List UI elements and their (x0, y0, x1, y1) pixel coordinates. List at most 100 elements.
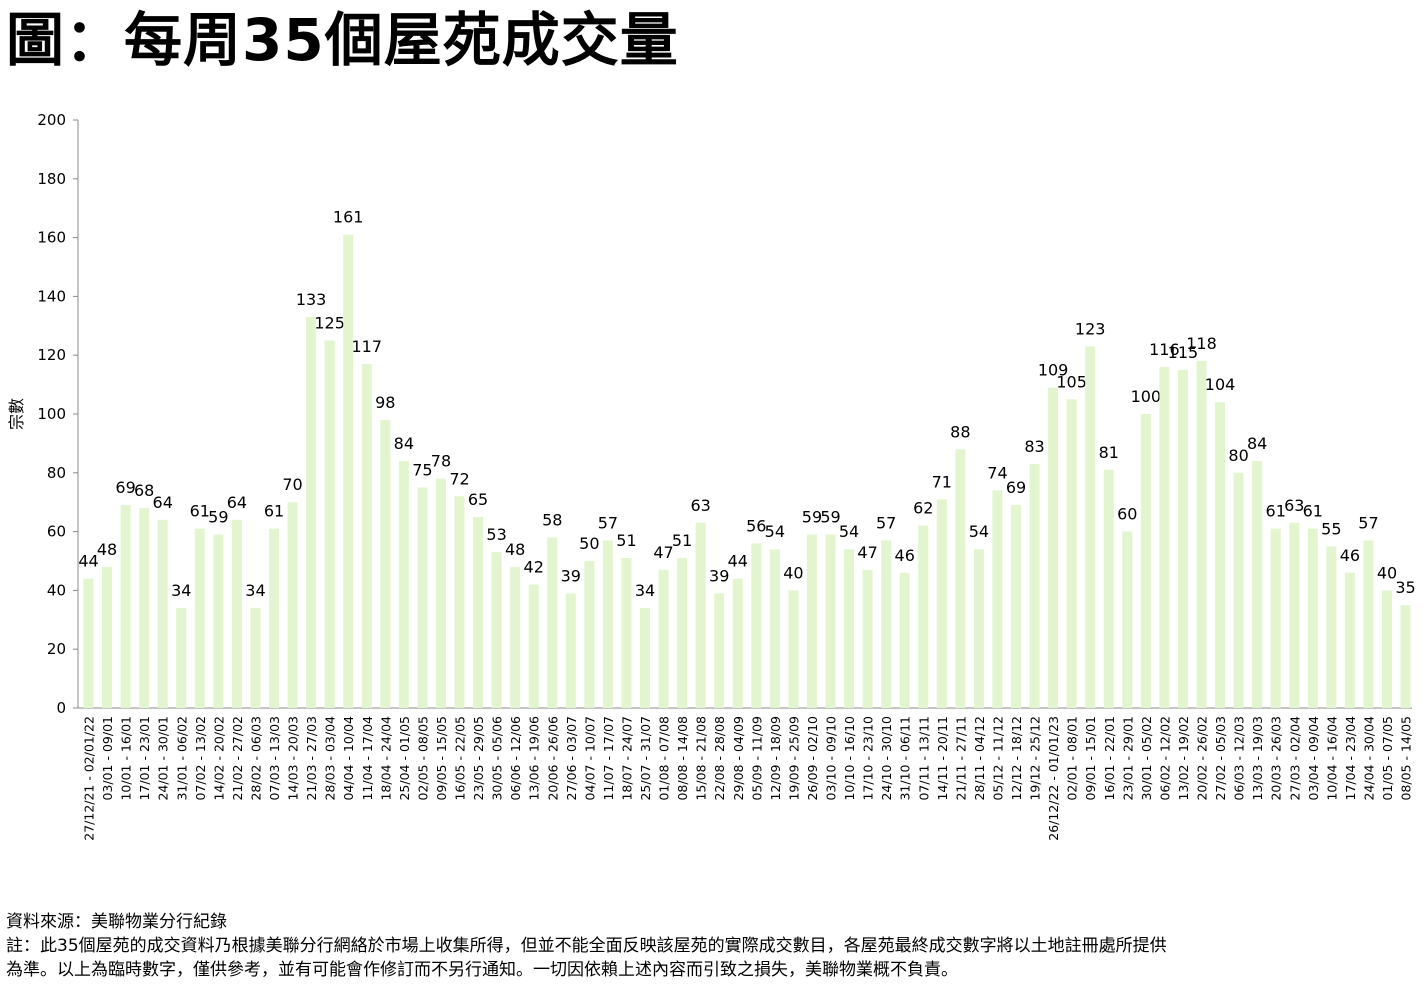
bar (640, 608, 650, 708)
x-tick-label: 04/07 - 10/07 (582, 716, 597, 801)
bar (213, 534, 224, 708)
bar (695, 522, 706, 708)
data-label: 63 (1284, 496, 1304, 515)
x-tick-label: 21/02 - 27/02 (230, 716, 245, 801)
x-tick-label: 21/03 - 27/03 (304, 716, 319, 801)
bar (1215, 402, 1226, 708)
bar (936, 499, 947, 708)
y-tick-label: 100 (37, 405, 66, 423)
data-label: 78 (431, 452, 451, 471)
bar (1011, 505, 1021, 708)
x-tick-label: 20/03 - 26/03 (1269, 716, 1284, 801)
data-label: 40 (783, 563, 803, 582)
bar (584, 561, 595, 708)
data-label: 42 (524, 558, 544, 577)
x-tick-label: 07/11 - 13/11 (916, 716, 931, 801)
x-tick-label: 31/10 - 06/11 (898, 716, 913, 801)
x-tick-label: 26/09 - 02/10 (805, 716, 820, 801)
data-label: 72 (449, 469, 469, 488)
data-label: 40 (1377, 563, 1397, 582)
bar (380, 419, 391, 708)
data-label: 44 (78, 552, 98, 571)
x-tick-label: 15/08 - 21/08 (694, 716, 709, 801)
bar (1289, 522, 1300, 708)
x-tick-label: 22/08 - 28/08 (712, 716, 727, 801)
data-label: 63 (690, 496, 710, 515)
x-tick-label: 10/10 - 16/10 (842, 716, 857, 801)
x-tick-label: 16/01 - 22/01 (1102, 716, 1117, 801)
x-tick-label: 07/03 - 13/03 (267, 716, 282, 801)
bar (491, 552, 502, 708)
x-tick-label: 06/03 - 12/03 (1232, 716, 1247, 801)
bar (473, 516, 484, 708)
data-label: 54 (765, 522, 785, 541)
x-tick-label: 05/09 - 11/09 (749, 716, 764, 801)
x-tick-label: 08/08 - 14/08 (675, 716, 690, 801)
bar (788, 590, 799, 708)
x-tick-label: 14/03 - 20/03 (286, 716, 301, 801)
x-tick-label: 04/04 - 10/04 (341, 716, 356, 801)
x-tick-label: 09/01 - 15/01 (1083, 716, 1098, 801)
bar (1307, 528, 1318, 708)
bar (602, 540, 613, 708)
data-label: 54 (969, 522, 989, 541)
bar (528, 584, 539, 708)
bar (1252, 461, 1263, 708)
bar (1066, 399, 1077, 708)
data-label: 53 (486, 525, 506, 544)
y-tick-label: 120 (37, 346, 66, 364)
data-label: 39 (561, 566, 581, 585)
data-label: 81 (1099, 443, 1119, 462)
bar (1382, 590, 1392, 708)
data-label: 133 (296, 290, 327, 309)
data-label: 61 (264, 502, 284, 521)
bar (269, 528, 279, 708)
data-label: 88 (950, 422, 970, 441)
bar (955, 449, 966, 708)
bar (751, 543, 762, 708)
data-label: 125 (314, 314, 345, 333)
bar (83, 578, 94, 708)
x-tick-label: 23/05 - 29/05 (471, 716, 486, 801)
bar (973, 549, 984, 708)
bar (1159, 366, 1170, 708)
y-tick-label: 20 (47, 640, 66, 658)
data-label: 57 (598, 513, 618, 532)
y-tick-label: 0 (56, 699, 66, 717)
data-label: 116 (1149, 340, 1180, 359)
data-label: 48 (505, 540, 525, 559)
data-label: 70 (282, 475, 302, 494)
x-tick-label: 13/06 - 19/06 (527, 716, 542, 801)
bar (343, 234, 354, 708)
data-label: 57 (876, 513, 896, 532)
y-tick-label: 40 (47, 581, 66, 599)
y-tick-label: 160 (37, 229, 66, 247)
x-tick-label: 08/05 - 14/05 (1399, 716, 1414, 801)
bar (1233, 472, 1244, 708)
data-label: 51 (672, 531, 692, 550)
data-label: 100 (1131, 387, 1162, 406)
bar (1048, 387, 1059, 708)
source-note: 資料來源：美聯物業分行紀錄 (6, 912, 227, 932)
bar (1085, 346, 1096, 708)
data-label: 62 (913, 499, 933, 518)
bar (658, 569, 669, 708)
x-tick-label: 27/03 - 02/04 (1287, 716, 1302, 801)
disclaimer-line-1: 註：此35個屋苑的成交資料乃根據美聯分行網絡於市場上收集所得，但並不能全面反映該… (6, 936, 1167, 956)
data-label: 161 (333, 208, 364, 227)
data-label: 56 (746, 516, 766, 535)
data-label: 46 (1340, 546, 1360, 565)
data-label: 51 (616, 531, 636, 550)
bar (1270, 528, 1281, 708)
x-tick-label: 01/05 - 07/05 (1380, 716, 1395, 801)
bar (287, 502, 298, 708)
x-tick-label: 06/06 - 12/06 (508, 716, 523, 801)
data-label: 60 (1117, 505, 1137, 524)
x-tick-label: 12/12 - 18/12 (1009, 716, 1024, 801)
data-label: 75 (412, 461, 432, 480)
x-tick-label: 24/10 - 30/10 (879, 716, 894, 801)
bar (102, 566, 113, 708)
bar (621, 558, 632, 708)
bar (1363, 540, 1374, 708)
x-tick-label: 13/03 - 19/03 (1250, 716, 1265, 801)
